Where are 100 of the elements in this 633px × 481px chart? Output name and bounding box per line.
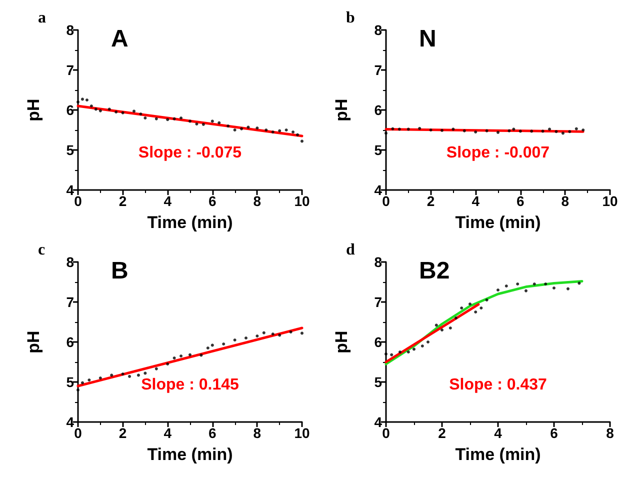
point — [296, 133, 300, 136]
chart-title: B2 — [419, 258, 450, 284]
point — [154, 117, 158, 120]
point — [114, 110, 118, 114]
y-tick-label: 7 — [66, 294, 74, 310]
point — [398, 350, 402, 354]
x-tick-label: 6 — [516, 193, 524, 209]
point — [460, 306, 464, 310]
text: d — [346, 242, 355, 258]
y-tick-label: 5 — [374, 374, 382, 390]
y-axis-title: pH — [24, 98, 43, 122]
chart-title: A — [111, 26, 128, 52]
point — [98, 376, 102, 380]
y-tick-label: 7 — [374, 294, 382, 310]
y-tick-label: 4 — [66, 414, 74, 430]
point — [271, 130, 274, 134]
point — [552, 286, 556, 290]
text: a — [38, 10, 46, 26]
point — [256, 126, 259, 130]
x-tick-label: 4 — [164, 425, 172, 441]
point — [426, 340, 430, 344]
point — [233, 338, 236, 342]
point — [80, 98, 84, 101]
x-tick-label: 6 — [208, 193, 216, 209]
point — [166, 118, 170, 122]
point — [504, 284, 508, 288]
x-tick-label: 10 — [294, 193, 310, 209]
point — [90, 104, 93, 108]
point — [166, 362, 170, 366]
y-tick-label: 8 — [66, 22, 74, 38]
x-tick-label: 6 — [550, 425, 558, 441]
x-tick-label: 10 — [294, 425, 310, 441]
text: b — [346, 10, 355, 26]
point — [195, 122, 198, 126]
point — [448, 326, 452, 330]
x-tick-label: 2 — [426, 193, 435, 209]
x-tick-label: 8 — [561, 193, 570, 209]
point — [516, 282, 520, 286]
y-tick-label: 6 — [66, 102, 74, 118]
point — [85, 98, 88, 102]
point — [98, 109, 102, 112]
point — [108, 108, 111, 111]
annotation: Slope : -0.007 — [446, 144, 550, 162]
point — [480, 306, 483, 310]
x-tick-label: 2 — [438, 425, 446, 441]
y-tick-label: 5 — [66, 142, 74, 158]
x-tick-label: 8 — [606, 425, 614, 441]
point — [440, 328, 444, 332]
point — [154, 367, 158, 370]
point — [121, 111, 124, 114]
y-tick-label: 6 — [66, 334, 74, 350]
point — [284, 128, 288, 132]
point — [144, 372, 147, 375]
text: c — [38, 242, 46, 258]
point — [180, 116, 183, 120]
x-tick-label: 0 — [382, 193, 390, 209]
y-tick-label: 8 — [66, 254, 74, 270]
y-tick-label: 6 — [374, 102, 382, 118]
point — [412, 348, 416, 351]
y-tick-label: 5 — [66, 374, 74, 390]
point — [128, 374, 132, 378]
point — [136, 374, 140, 377]
y-tick-label: 4 — [374, 182, 382, 198]
point — [420, 344, 424, 348]
point — [144, 116, 147, 120]
annotation: Slope : -0.075 — [138, 144, 242, 162]
point — [262, 331, 266, 334]
point — [180, 354, 183, 358]
point — [278, 129, 282, 132]
x-tick-label: 8 — [253, 425, 262, 441]
point — [300, 140, 304, 143]
point — [292, 130, 295, 134]
point — [434, 324, 438, 327]
y-tick-label: 8 — [374, 254, 382, 270]
x-tick-label: 4 — [164, 193, 172, 209]
x-axis-title: Time (min) — [455, 445, 541, 464]
point — [110, 374, 114, 377]
point — [390, 353, 394, 356]
point — [566, 287, 570, 290]
point — [246, 126, 250, 129]
point — [88, 378, 91, 382]
point — [206, 346, 210, 350]
x-tick-label: 0 — [382, 425, 390, 441]
y-tick-label: 7 — [66, 62, 74, 78]
point — [222, 342, 226, 346]
point — [139, 112, 142, 116]
x-tick-label: 4 — [472, 193, 480, 209]
point — [278, 334, 282, 337]
annotation: Slope : 0.437 — [449, 376, 548, 394]
point — [578, 282, 581, 285]
y-tick-label: 6 — [374, 334, 382, 350]
point — [289, 330, 292, 334]
point — [233, 128, 236, 132]
point — [210, 120, 214, 123]
point — [226, 124, 230, 128]
y-tick-label: 4 — [66, 182, 74, 198]
point — [474, 310, 478, 314]
x-tick-label: 10 — [602, 193, 618, 209]
y-tick-label: 5 — [374, 142, 382, 158]
x-axis-title: Time (min) — [147, 213, 233, 232]
